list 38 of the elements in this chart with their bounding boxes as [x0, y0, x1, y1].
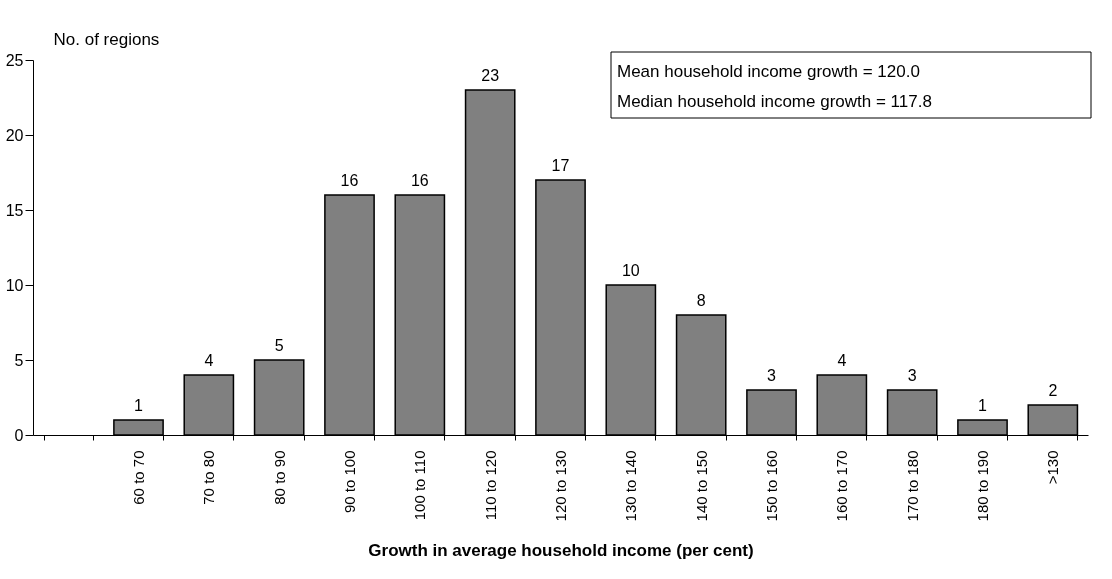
data-label: 2 [1048, 382, 1058, 399]
data-label: 1 [978, 397, 988, 414]
y-tick-label: 0 [14, 426, 24, 444]
data-label: 3 [767, 367, 777, 384]
data-label: 1 [134, 397, 144, 414]
data-label: 10 [621, 262, 640, 279]
x-tick-label: 110 to 120 [481, 450, 499, 521]
annotation: Mean household income growth = 120.0 [617, 62, 920, 81]
y-tick-label: 15 [5, 201, 24, 219]
x-tick-label: 80 to 90 [270, 450, 288, 505]
y-axis-title: No. of regions [53, 29, 160, 49]
annotation: Median household income growth = 117.8 [617, 92, 932, 111]
x-tick-label: 100 to 110 [411, 450, 429, 521]
data-label: 23 [481, 67, 500, 84]
y-tick-label: 20 [5, 126, 24, 144]
x-tick-label: 120 to 130 [552, 450, 569, 522]
x-tick-label: 170 to 180 [903, 450, 921, 522]
data-label: 3 [907, 367, 917, 384]
x-axis-title: Growth in average household income (per cent) [368, 541, 754, 561]
x-tick-label: 90 to 100 [341, 450, 358, 514]
x-tick-label: 150 to 160 [763, 450, 780, 522]
x-tick-label: 60 to 70 [130, 450, 147, 505]
x-tick-label: >130 [1044, 450, 1062, 485]
x-tick-label: 70 to 80 [200, 450, 218, 505]
data-label: 17 [551, 157, 570, 174]
y-tick-label: 25 [5, 51, 24, 69]
data-label: 5 [274, 337, 284, 354]
y-tick-label: 5 [14, 351, 24, 369]
x-tick-label: 180 to 190 [974, 450, 991, 522]
x-tick-label: 130 to 140 [622, 450, 640, 522]
data-label: 16 [410, 172, 429, 189]
y-tick-label: 10 [5, 276, 24, 294]
x-tick-label: 160 to 170 [833, 450, 851, 522]
data-label: 4 [837, 352, 847, 369]
data-label: 4 [204, 352, 214, 369]
data-label: 16 [340, 172, 359, 189]
data-label: 8 [696, 292, 706, 309]
x-tick-label: 140 to 150 [692, 450, 710, 522]
